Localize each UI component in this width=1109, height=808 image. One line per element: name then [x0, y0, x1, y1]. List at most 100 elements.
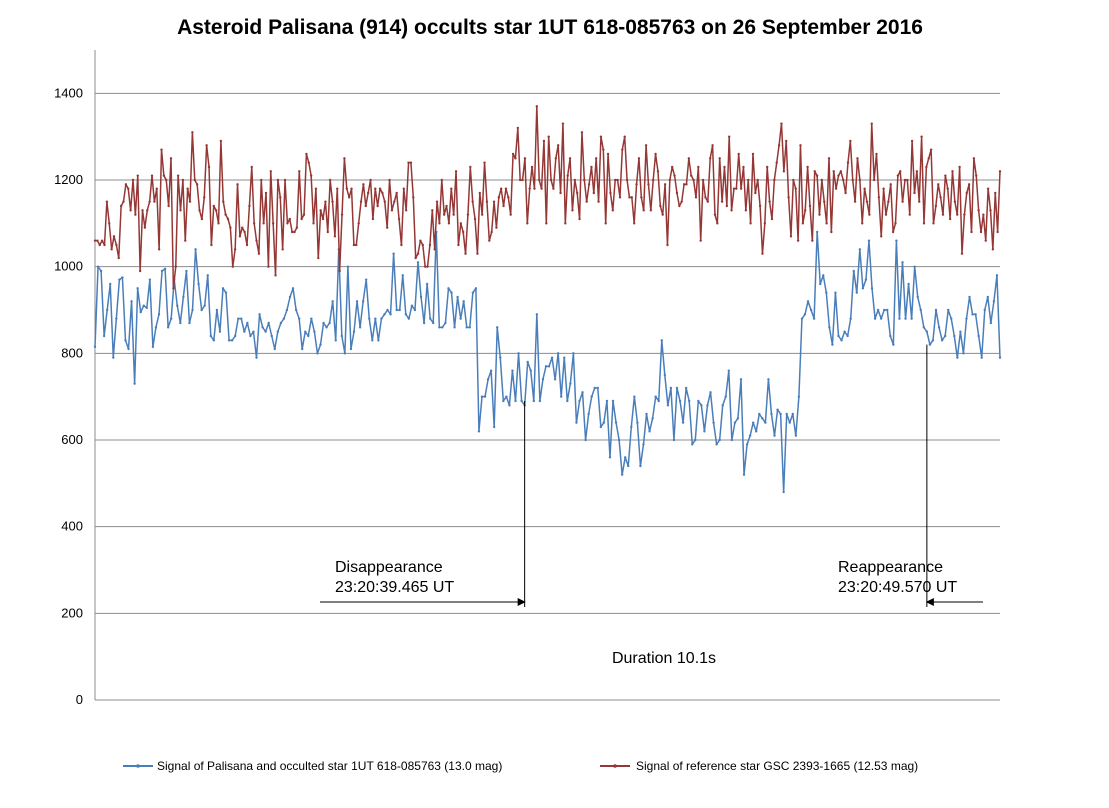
data-point-0-167 [602, 421, 606, 424]
data-point-0-39 [212, 339, 216, 342]
data-point-0-76 [325, 326, 328, 329]
data-point-1-79 [281, 248, 284, 251]
data-point-1-269 [732, 187, 736, 190]
data-point-0-135 [505, 395, 508, 398]
data-point-0-260 [886, 308, 889, 312]
data-point-1-78 [279, 196, 282, 199]
data-point-1-303 [813, 170, 816, 173]
data-point-1-279 [756, 178, 759, 182]
series-1 [93, 105, 1002, 290]
data-point-0-172 [617, 438, 621, 442]
data-point-1-9 [115, 243, 118, 247]
legend-item-occulted: Signal of Palisana and occulted star 1UT… [123, 759, 502, 773]
data-point-1-233 [647, 183, 650, 186]
data-point-0-121 [462, 300, 465, 303]
data-point-1-168 [492, 200, 496, 203]
data-point-1-325 [865, 200, 869, 203]
data-point-0-16 [142, 304, 145, 307]
data-point-1-165 [485, 200, 489, 203]
data-point-1-178 [516, 126, 520, 130]
data-point-1-87 [300, 217, 303, 221]
data-point-1-374 [982, 213, 985, 216]
data-point-0-294 [989, 321, 993, 325]
data-point-0-126 [477, 430, 481, 433]
data-point-1-39 [186, 187, 189, 190]
data-point-0-98 [392, 252, 395, 255]
data-point-0-68 [301, 347, 304, 351]
data-point-0-146 [538, 399, 542, 403]
data-point-1-2 [98, 243, 101, 247]
data-point-0-100 [398, 308, 401, 312]
data-point-1-175 [509, 213, 512, 216]
data-point-1-253 [694, 196, 698, 199]
data-point-0-104 [410, 304, 414, 307]
data-point-1-347 [918, 200, 921, 203]
data-point-1-101 [333, 235, 337, 238]
data-point-0-164 [593, 386, 596, 390]
data-point-1-362 [953, 200, 957, 203]
data-point-0-28 [179, 321, 182, 325]
data-point-0-274 [928, 343, 932, 346]
data-point-0-49 [243, 330, 246, 333]
data-point-1-137 [419, 239, 422, 242]
data-point-1-28 [160, 148, 163, 151]
data-point-0-106 [416, 261, 420, 264]
data-point-1-272 [739, 187, 743, 190]
data-point-1-42 [193, 178, 196, 182]
data-point-0-63 [285, 308, 289, 312]
data-point-1-373 [979, 230, 983, 234]
data-point-0-267 [907, 282, 910, 286]
data-point-1-34 [174, 265, 177, 268]
data-point-1-282 [763, 222, 767, 225]
data-point-1-71 [262, 222, 265, 225]
data-point-1-66 [250, 165, 253, 169]
data-point-1-198 [564, 222, 567, 225]
data-point-1-64 [245, 243, 249, 247]
data-point-0-163 [590, 395, 593, 398]
data-point-0-195 [687, 399, 691, 403]
data-point-1-370 [972, 157, 976, 160]
data-point-0-272 [922, 326, 926, 329]
data-point-1-251 [690, 174, 693, 177]
duration-label: Duration 10.1s [612, 650, 716, 667]
data-point-1-91 [309, 174, 313, 177]
data-point-1-51 [214, 209, 218, 212]
data-point-1-242 [668, 178, 672, 182]
y-tick-label-1400: 1400 [54, 85, 83, 100]
data-point-1-6 [108, 222, 111, 225]
data-point-0-73 [316, 352, 319, 355]
data-point-0-65 [291, 287, 295, 290]
y-tick-label-1200: 1200 [54, 172, 83, 187]
data-point-1-172 [502, 204, 505, 208]
data-point-1-121 [381, 191, 384, 195]
data-point-0-162 [587, 412, 590, 416]
data-point-1-211 [594, 157, 598, 160]
data-point-0-220 [764, 421, 767, 424]
data-point-1-257 [704, 196, 707, 199]
data-point-1-160 [473, 217, 477, 221]
data-point-0-288 [971, 313, 974, 316]
data-point-0-223 [773, 434, 776, 437]
data-point-1-20 [141, 209, 144, 212]
data-point-0-23 [163, 267, 167, 271]
data-point-1-337 [894, 222, 897, 225]
data-point-1-185 [533, 187, 536, 190]
data-point-1-189 [542, 139, 546, 143]
data-point-1-369 [970, 230, 973, 234]
data-point-1-53 [219, 139, 223, 143]
data-point-0-109 [425, 282, 429, 286]
data-point-1-205 [580, 131, 584, 134]
data-point-1-293 [789, 235, 793, 238]
data-point-0-50 [246, 321, 249, 325]
data-point-1-31 [167, 204, 170, 208]
data-point-1-163 [480, 213, 484, 216]
data-point-1-246 [678, 204, 681, 208]
data-point-1-109 [352, 243, 356, 247]
data-point-1-69 [257, 252, 261, 255]
data-point-1-10 [117, 256, 120, 260]
data-point-1-307 [823, 200, 826, 203]
data-point-1-327 [870, 122, 873, 125]
data-point-1-44 [198, 209, 201, 212]
data-point-1-273 [742, 165, 745, 169]
data-point-1-138 [421, 243, 424, 247]
